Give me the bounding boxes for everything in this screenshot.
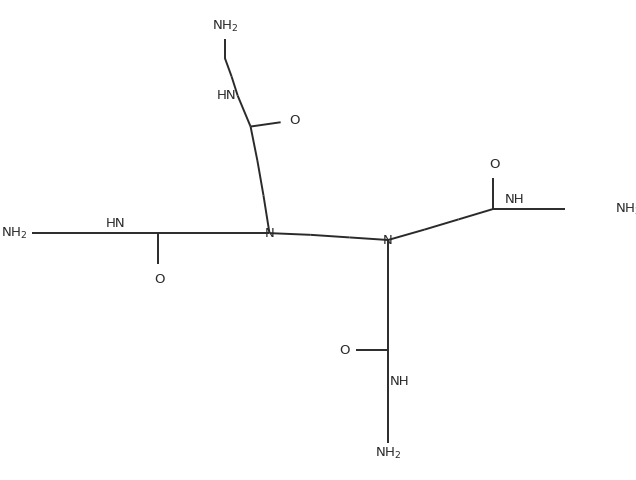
- Text: NH$_2$: NH$_2$: [212, 19, 238, 34]
- Text: N: N: [384, 233, 393, 247]
- Text: O: O: [289, 114, 300, 127]
- Text: NH: NH: [504, 192, 524, 205]
- Text: HN: HN: [106, 216, 125, 230]
- Text: HN: HN: [216, 89, 236, 102]
- Text: NH$_2$: NH$_2$: [1, 226, 27, 240]
- Text: O: O: [154, 273, 165, 286]
- Text: O: O: [339, 344, 349, 357]
- Text: O: O: [490, 158, 500, 171]
- Text: NH$_2$: NH$_2$: [615, 202, 636, 216]
- Text: NH: NH: [390, 375, 410, 388]
- Text: NH$_2$: NH$_2$: [375, 446, 401, 461]
- Text: N: N: [265, 227, 274, 240]
